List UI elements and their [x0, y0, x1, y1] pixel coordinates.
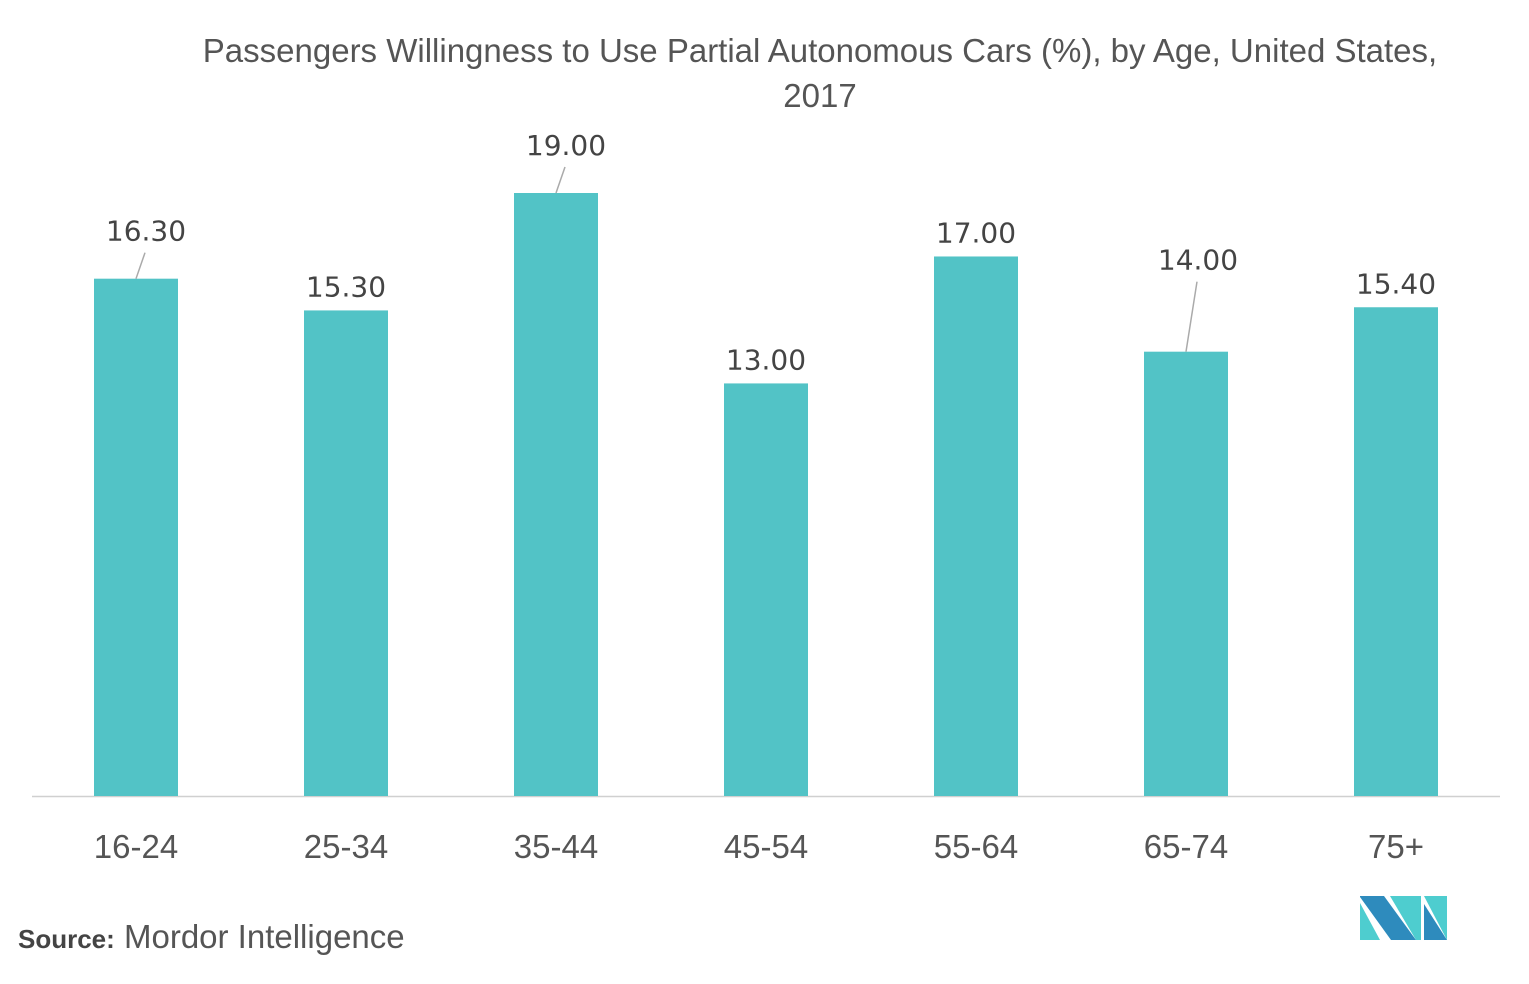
bar-35-44: [514, 193, 598, 796]
source-label: Source:: [18, 924, 115, 954]
x-tick-label: 35-44: [514, 828, 598, 865]
data-label: 15.40: [1356, 267, 1436, 300]
x-tick-label: 75+: [1368, 828, 1424, 865]
data-label: 13.00: [726, 343, 806, 376]
x-tick-label: 16-24: [94, 828, 178, 865]
logo-shape: [1360, 903, 1380, 940]
bar-75+: [1354, 307, 1438, 796]
bar-55-64: [934, 256, 1018, 796]
logo-shape: [1424, 904, 1447, 940]
bar-chart: 16.30 16-24 15.30 25-34 19.00 35-44 13.00 45-54…: [32, 129, 1500, 865]
bar-16-24: [94, 278, 178, 797]
x-tick-label: 45-54: [724, 828, 808, 865]
logo-shape: [1390, 896, 1421, 940]
bar-65-74: [1144, 351, 1228, 796]
leader-line: [1185, 281, 1198, 352]
x-tick-label: 25-34: [304, 828, 388, 865]
logo-shape: [1360, 896, 1416, 940]
chart-title: Passengers Willingness to Use Partial Au…: [202, 32, 1438, 114]
x-tick-label: 65-74: [1144, 828, 1228, 865]
logo-shape: [1424, 896, 1447, 940]
bar-25-34: [304, 310, 388, 796]
leader-line: [135, 252, 146, 279]
data-label: 15.30: [306, 270, 386, 303]
data-label: 14.00: [1158, 244, 1238, 277]
data-label: 17.00: [936, 216, 1016, 249]
leader-line: [555, 166, 566, 194]
source-text: Mordor Intelligence: [123, 918, 405, 955]
source-note: Source: Mordor Intelligence: [18, 918, 405, 956]
x-tick-label: 55-64: [934, 828, 1018, 865]
data-label: 16.30: [106, 215, 186, 248]
bar-45-54: [724, 383, 808, 796]
data-label: 19.00: [526, 129, 606, 162]
